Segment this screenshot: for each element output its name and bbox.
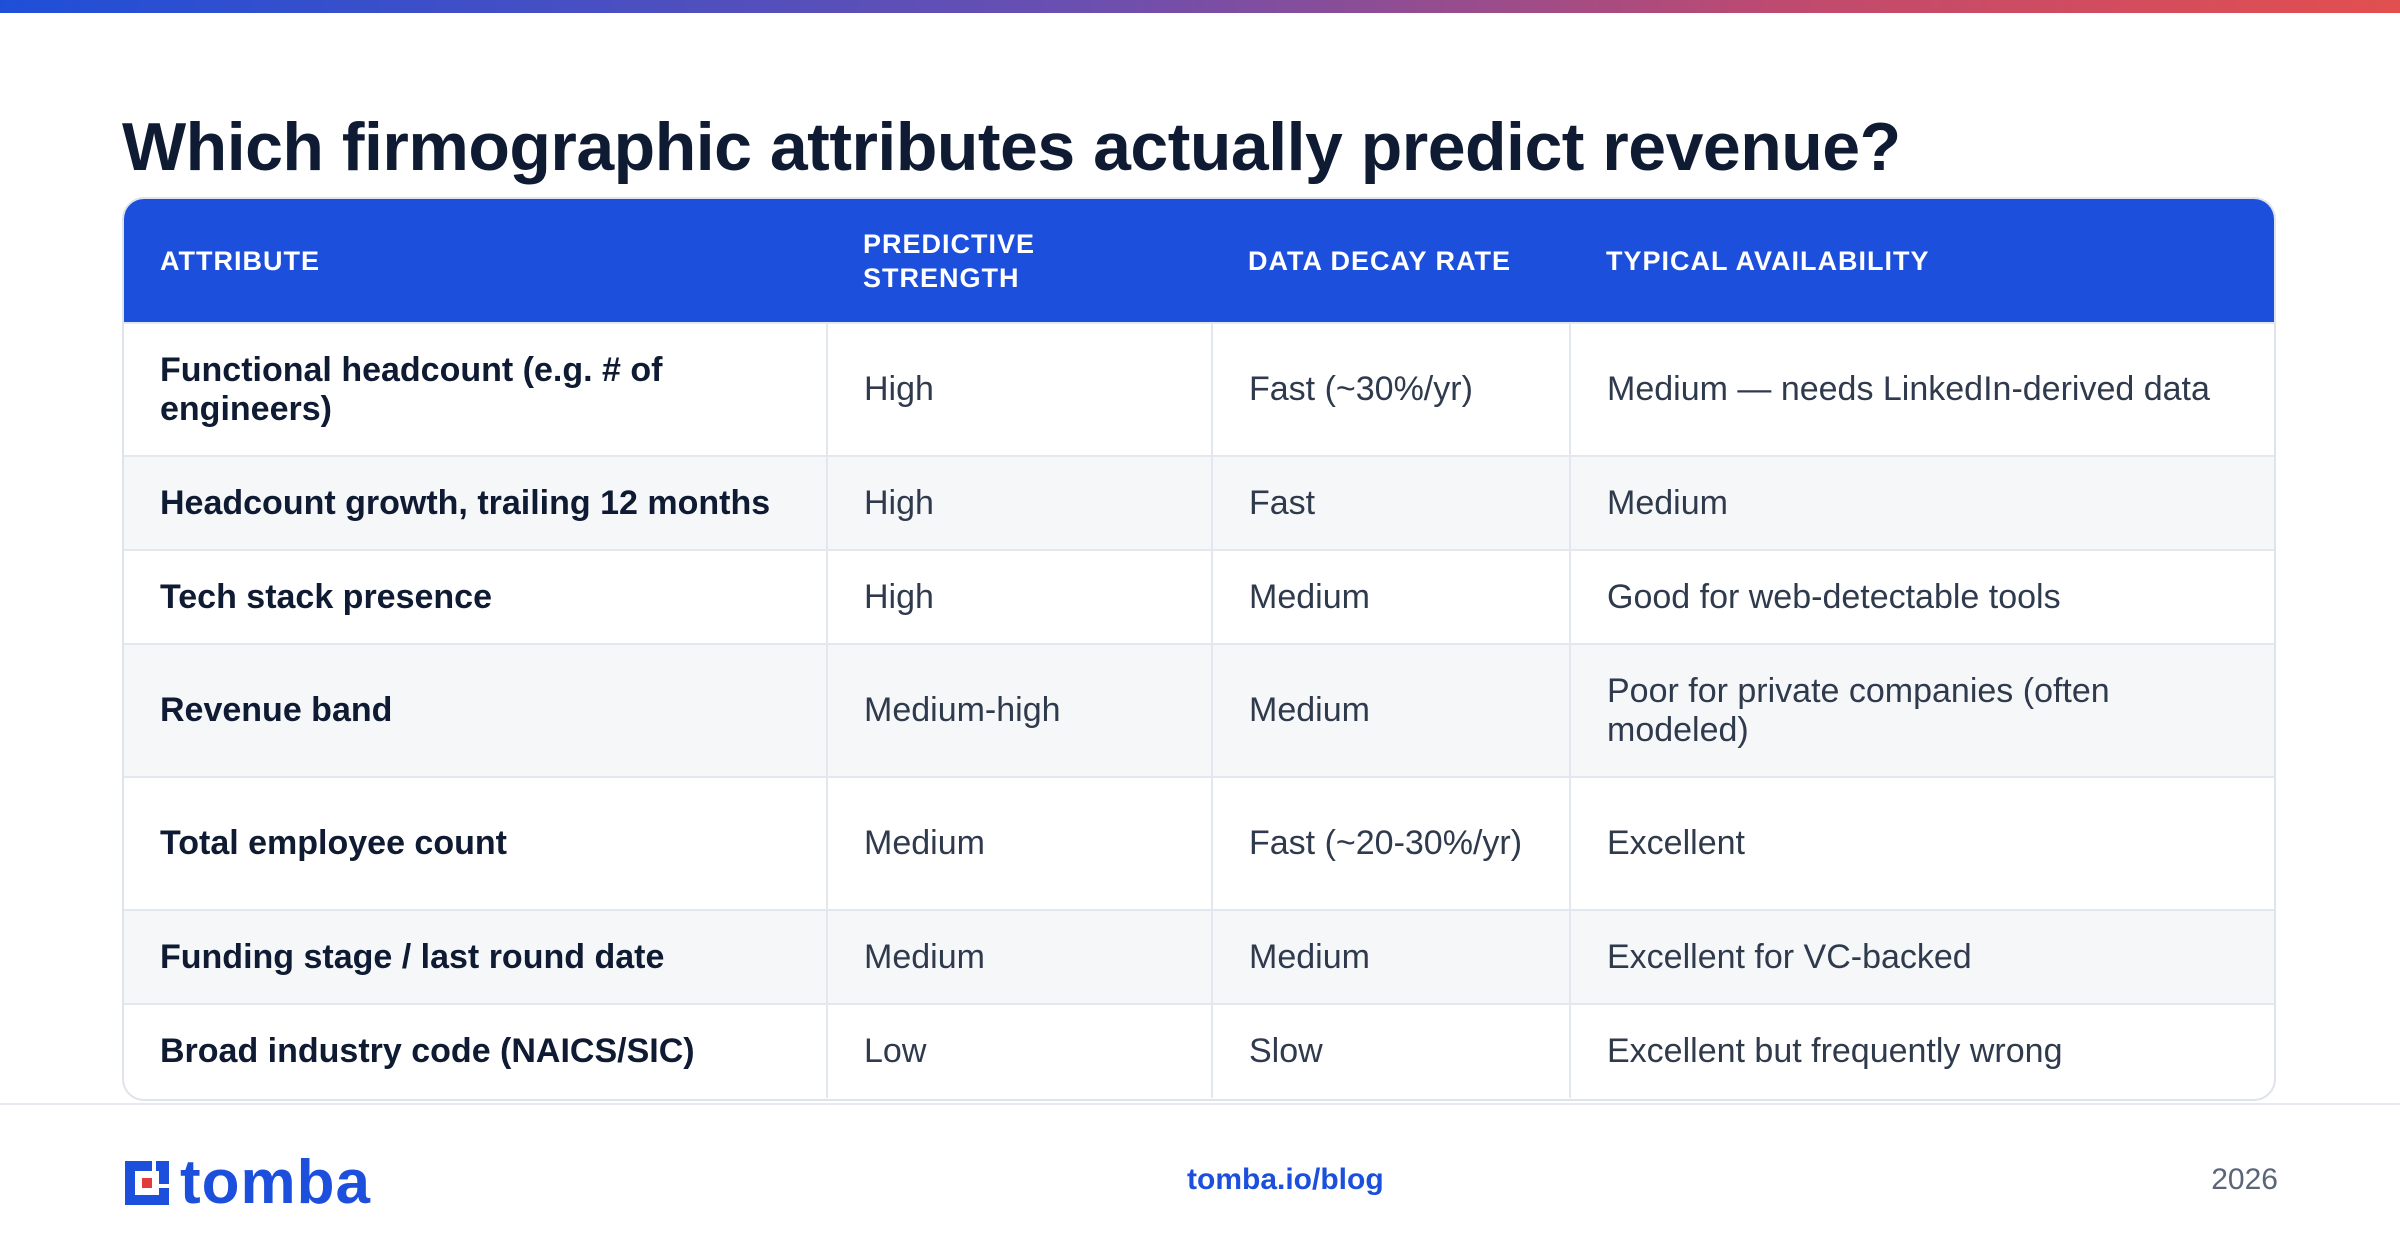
- logo-wordmark: tomba: [180, 1148, 371, 1217]
- availability-cell: Medium: [1569, 456, 2274, 550]
- table-row: Broad industry code (NAICS/SIC) Low Slow…: [124, 1004, 2274, 1098]
- column-header-attribute: ATTRIBUTE: [160, 245, 320, 276]
- predictive-strength-cell: High: [826, 550, 1212, 644]
- table-row: Headcount growth, trailing 12 months Hig…: [124, 456, 2274, 550]
- attribute-cell: Total employee count: [160, 824, 507, 862]
- footer-divider: [0, 1103, 2400, 1105]
- table-row: Functional headcount (e.g. # of engineer…: [124, 323, 2274, 456]
- attribute-cell: Tech stack presence: [160, 577, 492, 616]
- top-gradient-bar: [0, 0, 2400, 13]
- tomba-logo[interactable]: tomba: [122, 1148, 371, 1217]
- table-header-row: ATTRIBUTE PREDICTIVE STRENGTH DATA DECAY…: [124, 199, 2274, 323]
- availability-cell: Poor for private companies (often modele…: [1569, 644, 2274, 777]
- predictive-strength-cell: Medium: [826, 910, 1212, 1004]
- column-header-data-decay-rate: DATA DECAY RATE: [1248, 245, 1512, 276]
- attribute-cell: Revenue band: [160, 691, 393, 729]
- decay-rate-cell: Medium: [1211, 550, 1570, 644]
- table-row: Total employee count Medium Fast (~20-30…: [124, 777, 2274, 910]
- decay-rate-cell: Medium: [1211, 910, 1570, 1004]
- page-title: Which firmographic attributes actually p…: [122, 109, 1901, 185]
- attribute-cell: Funding stage / last round date: [160, 937, 665, 976]
- predictive-strength-cell: High: [826, 456, 1212, 550]
- column-header-predictive-strength: PREDICTIVE STRENGTH: [863, 228, 1036, 293]
- tomba-logo-icon: [125, 1161, 169, 1205]
- decay-rate-cell: Fast (~30%/yr): [1211, 323, 1570, 456]
- availability-cell: Medium — needs LinkedIn-derived data: [1569, 323, 2274, 456]
- attribute-cell: Broad industry code (NAICS/SIC): [160, 1032, 695, 1070]
- availability-cell: Excellent but frequently wrong: [1569, 1004, 2274, 1098]
- decay-rate-cell: Medium: [1211, 644, 1570, 777]
- column-header-typical-availability: TYPICAL AVAILABILITY: [1606, 245, 1930, 276]
- predictive-strength-cell: Low: [826, 1004, 1212, 1098]
- attributes-table: ATTRIBUTE PREDICTIVE STRENGTH DATA DECAY…: [122, 197, 2276, 1101]
- availability-cell: Excellent for VC-backed: [1569, 910, 2274, 1004]
- table-row: Funding stage / last round date Medium M…: [124, 910, 2274, 1004]
- table-row: Revenue band Medium-high Medium Poor for…: [124, 644, 2274, 777]
- decay-rate-cell: Fast: [1211, 456, 1570, 550]
- decay-rate-cell: Slow: [1211, 1004, 1570, 1098]
- footer-year: 2026: [2211, 1163, 2278, 1196]
- predictive-strength-cell: High: [826, 323, 1212, 456]
- decay-rate-cell: Fast (~20-30%/yr): [1211, 777, 1570, 910]
- predictive-strength-cell: Medium: [826, 777, 1212, 910]
- table-row: Tech stack presence High Medium Good for…: [124, 550, 2274, 644]
- availability-cell: Excellent: [1569, 777, 2274, 910]
- predictive-strength-cell: Medium-high: [826, 644, 1212, 777]
- attribute-cell: Functional headcount (e.g. # of engineer…: [160, 350, 663, 428]
- blog-link[interactable]: tomba.io/blog: [1187, 1163, 1384, 1196]
- availability-cell: Good for web-detectable tools: [1569, 550, 2274, 644]
- attribute-cell: Headcount growth, trailing 12 months: [160, 483, 771, 522]
